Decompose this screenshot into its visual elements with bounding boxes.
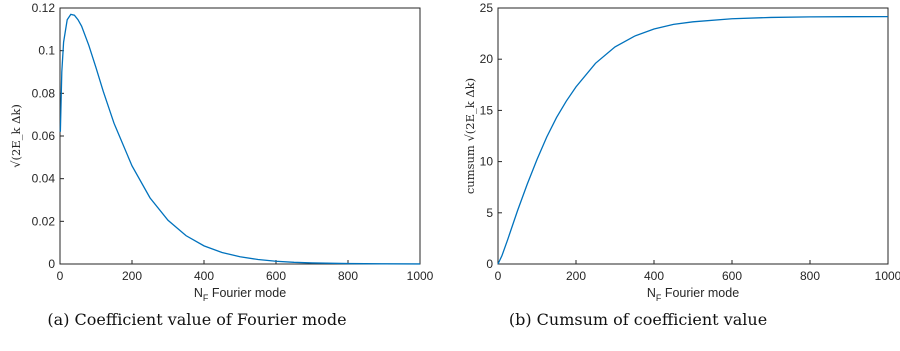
x-tick-label: 200 [122,269,142,283]
y-tick-label: 0 [48,257,55,271]
y-tick-label: 0.12 [32,1,56,15]
x-tick-label: 0 [57,269,64,283]
x-tick-label: 400 [644,269,664,283]
x-tick-label: 600 [722,269,742,283]
y-tick-label: 15 [480,103,494,117]
y-axis-label: cumsum √(2E_k Δk) [463,78,477,194]
y-tick-label: 0.06 [32,129,56,143]
y-tick-label: 0.02 [32,214,56,228]
x-axis-label: NF Fourier mode [194,286,286,303]
y-tick-label: 20 [480,52,494,66]
y-tick-label: 0 [486,257,493,271]
chart-b-cumsum: 0 200 400 600 800 1000 0 5 10 15 20 25 NF Fourier mo… [463,1,900,329]
chart-a-coefficient-value: 0 200 400 600 800 1000 0 0.02 0.04 0.06 0.08 0.1 0.1… [9,1,434,329]
x-tick-label: 400 [194,269,214,283]
plot-area-frame [497,7,889,265]
y-tick-label: 25 [480,1,494,15]
series-line [497,15,889,265]
y-tick-label: 5 [486,206,493,220]
x-tick-label: 800 [800,269,820,283]
y-axis-label: √(2E_k Δk) [9,104,23,168]
x-tick-label: 1000 [407,269,434,283]
x-tick-label: 800 [338,269,358,283]
x-tick-label: 0 [495,269,502,283]
x-tick-label: 600 [266,269,286,283]
x-tick-label: 1000 [875,269,900,283]
plot-area-frame [59,7,421,265]
figure-caption: (a) Coefficient value of Fourier mode [47,310,346,329]
y-tick-label: 0.04 [32,172,56,186]
x-tick-label: 200 [566,269,586,283]
x-axis-label: NF Fourier mode [647,286,739,303]
y-tick-label: 0.08 [32,86,56,100]
y-tick-label: 10 [480,155,494,169]
series-line [59,13,421,265]
y-tick-label: 0.1 [38,44,55,58]
figure-caption: (b) Cumsum of coefficient value [509,310,767,329]
